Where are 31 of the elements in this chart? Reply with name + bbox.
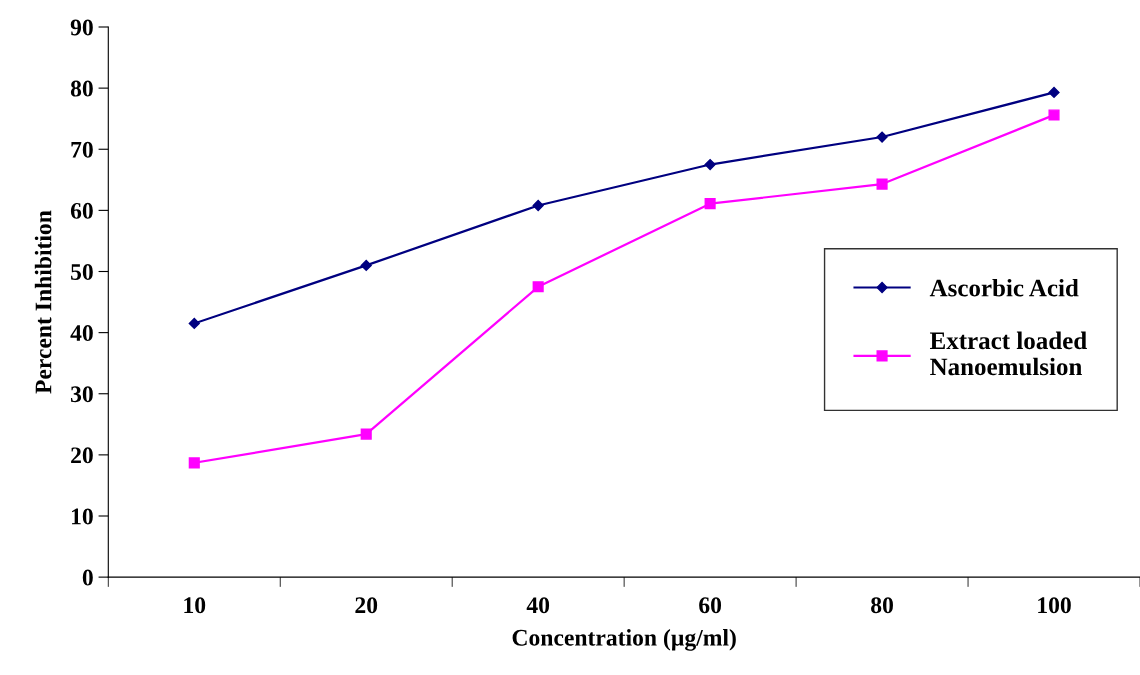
point — [704, 198, 716, 210]
y-tick-label: 20 — [71, 447, 93, 464]
y-tick-label: 80 — [70, 80, 93, 97]
point — [876, 178, 888, 190]
legend-label: Ascorbic Acid — [929, 278, 1079, 297]
y-tick-label: 40 — [70, 325, 93, 342]
y-tick-label: 10 — [72, 508, 93, 525]
y-tick-label: 0 — [82, 569, 93, 586]
point — [1048, 86, 1060, 99]
y-tick-label: 50 — [71, 263, 93, 280]
point — [704, 158, 716, 171]
point — [188, 457, 200, 469]
y-tick-label: 90 — [70, 19, 93, 36]
y-axis-title: Percent Inhibition — [34, 210, 52, 394]
x-tick-label: 10 — [184, 597, 206, 614]
point — [532, 199, 544, 212]
x-tick-label: 40 — [526, 597, 550, 614]
x-tick-label: 80 — [871, 597, 893, 614]
x-tick-label: 20 — [355, 597, 378, 614]
point — [360, 428, 372, 440]
point — [360, 259, 372, 271]
x-tick-label: 60 — [699, 597, 722, 614]
legend-label: Extract loaded Nanoemulsion — [929, 331, 1087, 376]
y-tick-label: 70 — [71, 141, 93, 158]
x-tick-label: 100 — [1038, 597, 1071, 614]
point — [188, 317, 200, 330]
point — [1048, 109, 1060, 121]
y-tick-label: 30 — [70, 386, 93, 403]
point — [532, 281, 544, 293]
y-tick-label: 60 — [70, 202, 93, 219]
x-axis-title: Concentration (µg/ml) — [512, 629, 736, 651]
